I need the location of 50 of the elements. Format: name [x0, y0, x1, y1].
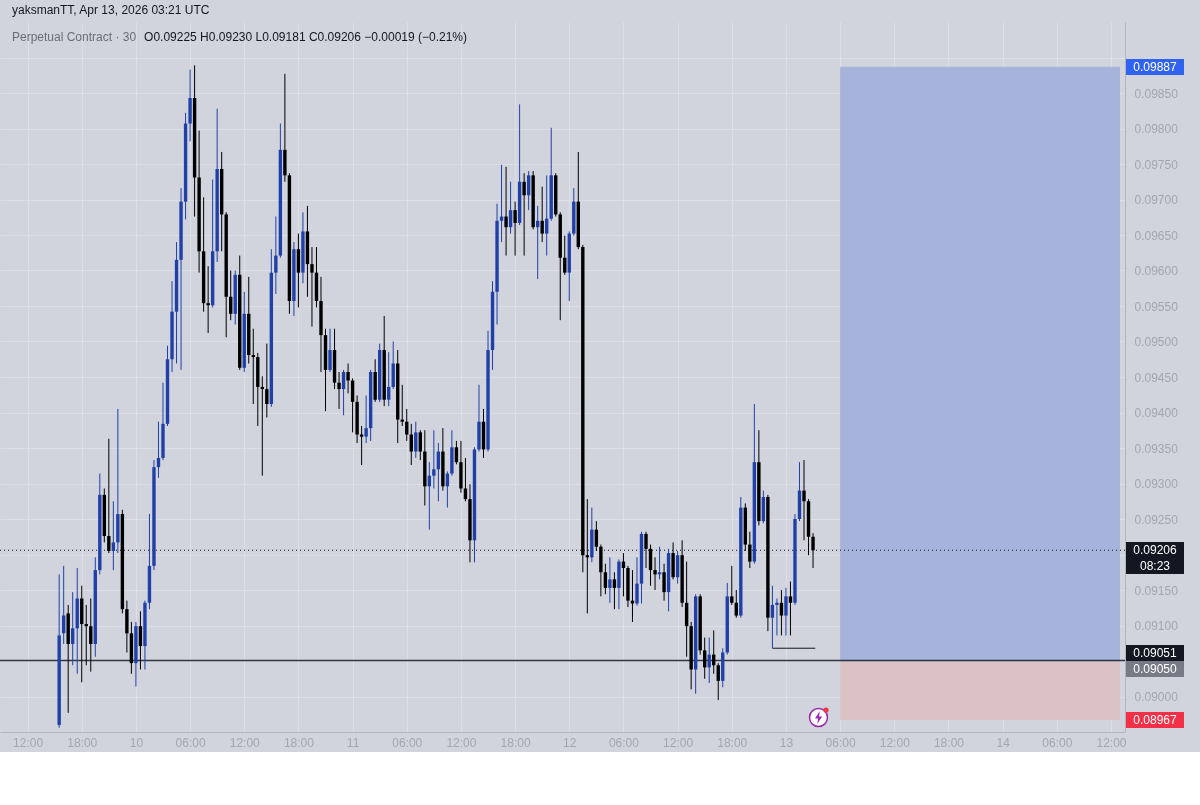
- candlestick: [206, 265, 210, 334]
- candlestick: [653, 556, 657, 591]
- text: yaksmanTT, Apr 13, 2026 03:21 UTC: [12, 3, 210, 17]
- candlestick: [111, 500, 116, 571]
- candlestick: [775, 598, 779, 636]
- candlestick: [328, 328, 332, 373]
- candlestick: [337, 371, 341, 410]
- candlestick: [802, 459, 806, 541]
- ref-line-label: 0.09051: [1126, 644, 1184, 661]
- candlestick: [405, 408, 409, 442]
- candlestick: [364, 394, 368, 444]
- candlestick: [71, 591, 75, 666]
- text: Perpetual Contract · 30: [12, 30, 137, 44]
- candlestick: [644, 531, 648, 569]
- candlestick: [296, 233, 301, 308]
- candlestick: [522, 172, 526, 257]
- candlestick: [734, 589, 738, 619]
- candlestick: [612, 571, 617, 610]
- candlestick: [770, 585, 775, 649]
- candlestick: [635, 556, 639, 607]
- candlestick: [608, 556, 612, 604]
- candlestick: [662, 563, 666, 602]
- candlestick: [310, 246, 314, 328]
- candlestick: [603, 563, 608, 595]
- candlestick: [540, 186, 544, 243]
- candlestick: [346, 363, 350, 394]
- candlestick: [730, 565, 734, 606]
- candlestick: [432, 429, 436, 489]
- band-label: 0.09887: [1126, 58, 1184, 75]
- candlestick: [748, 531, 752, 569]
- ref-line-label: 0.09206: [1126, 542, 1184, 559]
- candlestick: [716, 662, 720, 701]
- candlestick: [811, 532, 815, 569]
- candlestick: [265, 343, 269, 418]
- candlestick: [107, 438, 111, 554]
- candlestick: [779, 589, 784, 636]
- candlestick: [784, 587, 788, 636]
- text: 08:23: [1126, 558, 1184, 575]
- candlestick: [788, 580, 793, 636]
- candlestick: [513, 201, 517, 257]
- candlestick: [504, 166, 508, 257]
- candlestick: [414, 421, 418, 459]
- candlestick: [387, 351, 391, 407]
- annotation: O0.09225 H0.09230 L0.09181 C0.09206 −0.00019 (−0.21%): [144, 30, 468, 44]
- ref-line-label: 0.09050: [1126, 660, 1184, 677]
- candlestick: [418, 429, 422, 461]
- candlestick: [463, 457, 468, 502]
- candlestick: [274, 216, 278, 295]
- band-label: 0.08967: [1126, 711, 1184, 728]
- candlestick: [89, 598, 93, 673]
